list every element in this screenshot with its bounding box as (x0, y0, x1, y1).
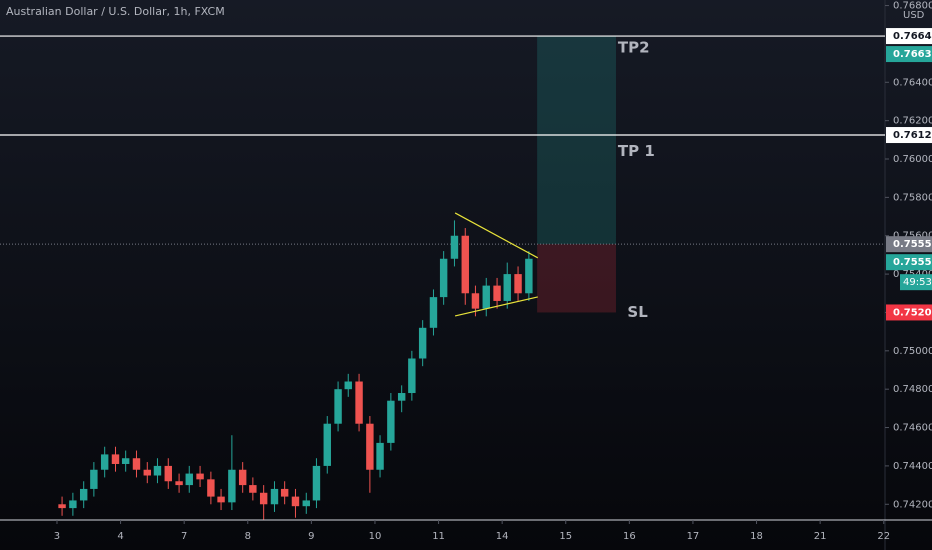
annotation: TP2 (618, 38, 650, 56)
candle-body (259, 492, 268, 505)
candle-body (280, 488, 289, 497)
candle-body (514, 274, 522, 294)
candle-body (344, 381, 352, 390)
annotation: SL (627, 303, 648, 321)
x-tick-label: 7 (181, 531, 187, 542)
price-tag-label: 0.76125 (893, 130, 932, 141)
price-tag (886, 304, 932, 321)
chart-title: Australian Dollar / U.S. Dollar, 1h, FXC… (6, 5, 225, 18)
candle-body (249, 485, 257, 493)
price-tag-label: 0.76641 (893, 31, 932, 42)
candle-body (164, 465, 172, 482)
trendline (454, 212, 539, 259)
y-tick-label: 0.76000 (893, 154, 932, 165)
candle-body (185, 473, 193, 486)
x-tick-label: 17 (687, 531, 700, 542)
trendline (454, 296, 538, 317)
candle-body (132, 458, 141, 470)
candle-body (355, 381, 363, 424)
x-tick-label: 16 (623, 531, 636, 542)
y-tick-label: 0.74200 (893, 499, 932, 510)
candle-body (90, 469, 98, 489)
candle-body (471, 293, 480, 309)
candle-body (100, 454, 109, 470)
price-tag (886, 127, 932, 144)
price-tag (886, 46, 932, 63)
candle-body (312, 465, 321, 501)
candle-body (58, 504, 66, 509)
price-tag-label: 0.76639 (893, 49, 932, 60)
price-tag (886, 28, 932, 45)
candle-body (323, 423, 331, 466)
annotation: TP 1 (618, 142, 655, 160)
price-tag (886, 236, 932, 253)
candle-body (143, 469, 151, 476)
x-tick-label: 21 (814, 531, 827, 542)
candle-body (228, 469, 236, 503)
target-zone (537, 36, 616, 245)
candle-body (387, 400, 395, 443)
price-tag-label: 0.75200 (893, 307, 932, 318)
candle-body (111, 454, 120, 464)
y-tick-label: 0.76800 (893, 1, 932, 12)
y-tick-label: 0.74400 (893, 461, 932, 472)
candle-body (79, 488, 88, 501)
candle-body (153, 465, 162, 476)
y-tick-label: 0.75000 (893, 346, 932, 357)
candle-body (334, 389, 342, 424)
price-tag-label: 0.75556 (893, 239, 932, 250)
candle-body (482, 285, 490, 309)
countdown: 49:53 (903, 277, 932, 288)
candle-body (439, 258, 448, 298)
candle-body (366, 423, 374, 470)
candle-body (217, 496, 225, 503)
candle-body (376, 442, 384, 470)
candle-body (196, 473, 204, 480)
candle-body (418, 327, 427, 359)
price-tag (886, 254, 932, 271)
candle-body (69, 500, 77, 509)
countdown-tag (900, 274, 932, 291)
y-tick-label: 0.76400 (893, 77, 932, 88)
candle-body (408, 358, 416, 394)
y-tick-label: 0.74600 (893, 423, 932, 434)
candle-body (291, 496, 300, 507)
candle-body (270, 488, 279, 505)
candle-body (429, 297, 438, 328)
x-tick-label: 15 (559, 531, 572, 542)
candle-body (175, 481, 183, 486)
candle-body (238, 469, 247, 486)
x-tick-label: 14 (496, 531, 509, 542)
candle-body (493, 285, 501, 301)
candle-body (397, 393, 406, 401)
candle-body (207, 479, 215, 497)
y-tick-label: 0.76200 (893, 116, 932, 127)
candle-body (461, 235, 469, 294)
candle-body (450, 235, 459, 259)
x-tick-label: 22 (877, 531, 890, 542)
currency-label: USD (903, 10, 925, 21)
x-tick-label: 3 (54, 531, 60, 542)
y-tick-label: 0.74800 (893, 384, 932, 395)
price-tag-label: 0.75555 (893, 257, 932, 268)
x-tick-label: 18 (750, 531, 763, 542)
candle-body (302, 500, 310, 507)
candle-body (121, 458, 130, 464)
y-tick-label: 0.75800 (893, 192, 932, 203)
x-tick-label: 4 (117, 531, 123, 542)
x-tick-label: 10 (369, 531, 382, 542)
candle-body (525, 258, 533, 294)
x-tick-label: 11 (432, 531, 445, 542)
x-tick-label: 9 (308, 531, 314, 542)
candle-body (503, 274, 511, 301)
x-tick-label: 8 (245, 531, 251, 542)
stop-zone (537, 244, 616, 313)
